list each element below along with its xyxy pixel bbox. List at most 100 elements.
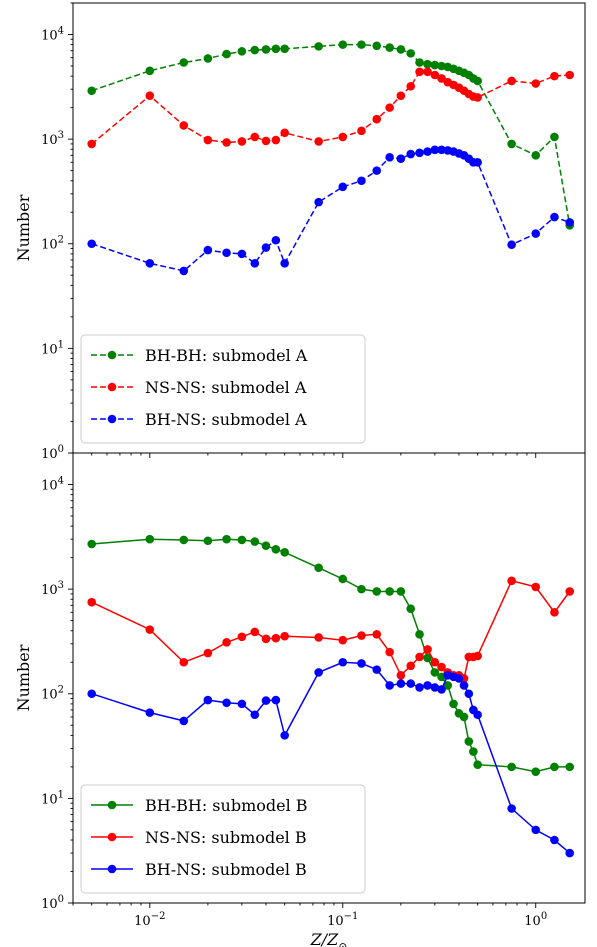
data-point [385, 587, 394, 596]
legend-label: NS-NS: submodel B [145, 828, 307, 847]
data-point [406, 49, 416, 58]
data-point [222, 49, 231, 59]
y-tick-label: 100 [41, 444, 64, 462]
data-point [454, 674, 464, 683]
data-point [430, 145, 440, 155]
data-point [406, 661, 416, 671]
data-point [430, 668, 440, 677]
legend-marker [107, 832, 117, 842]
data-point [396, 154, 406, 163]
data-point [437, 662, 446, 672]
data-point [565, 70, 575, 80]
data-point [222, 138, 231, 147]
data-point [415, 683, 424, 692]
axes-frame [72, 452, 586, 904]
data-point [396, 587, 406, 596]
data-point [222, 534, 231, 544]
x-tick-label: 10−1 [327, 911, 358, 929]
data-point [261, 634, 271, 644]
data-point [531, 582, 541, 592]
legend: BH-BH: submodel A NS-NS: submodel A BH-NS:… [80, 334, 366, 444]
data-point [531, 151, 541, 160]
data-point [203, 695, 213, 705]
data-point [357, 584, 366, 594]
y-tick-label: 102 [41, 235, 64, 253]
data-point [314, 668, 323, 677]
data-point [430, 60, 440, 70]
legend-marker [107, 414, 117, 424]
data-point [415, 652, 424, 662]
series-line [91, 43, 571, 226]
data-point [437, 685, 446, 694]
series-bh-bh-submodel-a [87, 40, 575, 230]
data-point [237, 535, 247, 545]
data-point [423, 653, 432, 663]
y-axis-label: Number [14, 194, 33, 261]
data-point [372, 587, 382, 596]
y-tick-label: 104 [41, 25, 64, 43]
data-point [396, 671, 406, 680]
data-point [430, 70, 440, 80]
data-point [338, 635, 348, 645]
legend-label: BH-BH: submodel B [145, 796, 308, 815]
data-point [145, 66, 155, 76]
data-point [531, 825, 541, 835]
y-tick-label: 104 [41, 475, 64, 493]
data-point [250, 627, 260, 637]
data-point [179, 266, 189, 276]
data-point [449, 699, 458, 709]
data-point [338, 132, 348, 142]
data-point [280, 731, 289, 740]
legend-marker [107, 864, 117, 874]
data-point [87, 86, 97, 96]
data-point [280, 259, 289, 268]
data-point [314, 563, 323, 573]
data-point [565, 848, 575, 858]
data-point [271, 695, 281, 705]
data-point [385, 681, 394, 690]
data-point [87, 239, 97, 249]
data-point [550, 835, 559, 845]
data-point [261, 696, 271, 705]
data-point [385, 647, 394, 657]
legend-box [80, 784, 366, 894]
data-point [565, 762, 575, 772]
data-point [385, 103, 394, 112]
data-point [437, 145, 446, 155]
data-point [261, 541, 271, 551]
data-point [203, 245, 213, 255]
data-point [550, 762, 559, 772]
data-point [271, 633, 281, 643]
data-point [271, 545, 281, 554]
data-point [222, 698, 231, 708]
data-point [372, 114, 382, 124]
legend-item: BH-BH: submodel A [91, 346, 308, 365]
data-point [314, 633, 323, 642]
x-axis-label: Z/Z⊙ [310, 930, 348, 947]
data-point [396, 45, 406, 54]
series-line [91, 538, 570, 773]
data-point [464, 737, 474, 746]
data-point [423, 645, 432, 654]
data-point [179, 535, 189, 545]
data-point [179, 121, 189, 130]
x-tick-label: 100 [524, 911, 547, 929]
data-point [271, 235, 281, 245]
data-point [423, 681, 432, 690]
data-point [203, 54, 213, 63]
data-point [250, 537, 260, 546]
series-line [91, 579, 571, 680]
data-point [314, 137, 323, 146]
data-point [459, 681, 469, 690]
data-point [507, 762, 516, 772]
data-point [385, 43, 394, 52]
data-point [469, 747, 478, 756]
legend-item: BH-NS: submodel B [91, 860, 307, 879]
y-axis-label: Number [14, 644, 33, 711]
data-point [145, 259, 155, 268]
data-point [222, 638, 231, 647]
legend-label: BH-NS: submodel B [145, 860, 307, 879]
data-point [415, 58, 424, 67]
data-point [372, 629, 382, 639]
y-tick-label: 101 [41, 339, 64, 357]
